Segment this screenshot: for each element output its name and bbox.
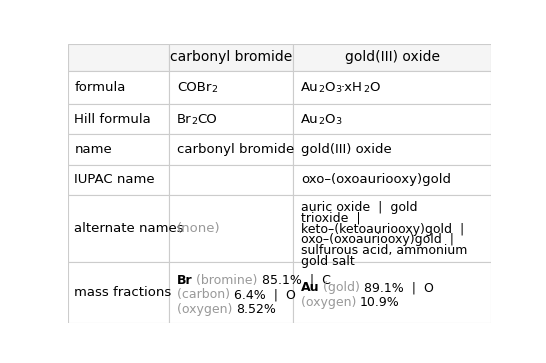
Text: trioxide  |: trioxide | xyxy=(301,212,360,225)
Text: 3: 3 xyxy=(335,85,341,94)
Text: carbonyl bromide: carbonyl bromide xyxy=(177,143,294,156)
Bar xyxy=(293,195,491,262)
Bar xyxy=(68,195,169,262)
Bar xyxy=(68,262,169,323)
Bar xyxy=(169,44,293,70)
Text: 2: 2 xyxy=(211,85,217,94)
Text: name: name xyxy=(74,143,112,156)
Text: 2: 2 xyxy=(318,85,324,94)
Text: (oxygen): (oxygen) xyxy=(301,295,360,309)
Text: (bromine): (bromine) xyxy=(192,274,262,287)
Text: oxo–(oxoauriooxy)gold  |: oxo–(oxoauriooxy)gold | xyxy=(301,233,454,246)
Text: 85.1%  |  C: 85.1% | C xyxy=(262,274,331,287)
Text: (none): (none) xyxy=(177,222,221,235)
Bar xyxy=(169,134,293,165)
Bar xyxy=(293,70,491,104)
Text: gold(III) oxide: gold(III) oxide xyxy=(345,50,440,64)
Text: Au: Au xyxy=(301,281,319,294)
Bar xyxy=(68,134,169,165)
Bar xyxy=(169,165,293,195)
Bar xyxy=(169,104,293,134)
Text: gold salt: gold salt xyxy=(301,255,354,268)
Text: carbonyl bromide: carbonyl bromide xyxy=(170,50,292,64)
Bar xyxy=(293,134,491,165)
Text: Hill formula: Hill formula xyxy=(74,113,151,126)
Bar xyxy=(68,104,169,134)
Text: Au: Au xyxy=(301,113,318,126)
Text: 89.1%  |  O: 89.1% | O xyxy=(364,281,434,294)
Text: O: O xyxy=(324,113,335,126)
Text: (oxygen): (oxygen) xyxy=(177,303,236,316)
Text: alternate names: alternate names xyxy=(74,222,184,235)
Text: (gold): (gold) xyxy=(319,281,364,294)
Bar xyxy=(293,165,491,195)
Bar xyxy=(68,165,169,195)
Bar xyxy=(68,44,169,70)
Text: 10.9%: 10.9% xyxy=(360,295,400,309)
Text: 6.4%  |  O: 6.4% | O xyxy=(234,289,295,301)
Text: 2: 2 xyxy=(318,117,324,126)
Text: O: O xyxy=(369,81,379,94)
Text: CO: CO xyxy=(197,113,217,126)
Bar xyxy=(169,262,293,323)
Text: 2: 2 xyxy=(363,85,369,94)
Text: 2: 2 xyxy=(192,117,197,126)
Bar xyxy=(169,70,293,104)
Text: Au: Au xyxy=(301,81,318,94)
Text: gold(III) oxide: gold(III) oxide xyxy=(301,143,391,156)
Bar xyxy=(169,195,293,262)
Text: IUPAC name: IUPAC name xyxy=(74,174,155,187)
Text: 8.52%: 8.52% xyxy=(236,303,276,316)
Text: mass fractions: mass fractions xyxy=(74,286,171,299)
Bar xyxy=(293,262,491,323)
Text: sulfurous acid, ammonium: sulfurous acid, ammonium xyxy=(301,244,467,257)
Bar xyxy=(293,44,491,70)
Text: (carbon): (carbon) xyxy=(177,289,234,301)
Text: COBr: COBr xyxy=(177,81,211,94)
Text: Br: Br xyxy=(177,113,192,126)
Text: O: O xyxy=(324,81,335,94)
Text: formula: formula xyxy=(74,81,126,94)
Text: keto–(ketoauriooxy)gold  |: keto–(ketoauriooxy)gold | xyxy=(301,223,464,236)
Text: ·xH: ·xH xyxy=(341,81,363,94)
Bar xyxy=(293,104,491,134)
Text: oxo–(oxoauriooxy)gold: oxo–(oxoauriooxy)gold xyxy=(301,174,451,187)
Bar xyxy=(68,70,169,104)
Text: 3: 3 xyxy=(335,117,341,126)
Text: auric oxide  |  gold: auric oxide | gold xyxy=(301,201,417,214)
Text: Br: Br xyxy=(177,274,192,287)
